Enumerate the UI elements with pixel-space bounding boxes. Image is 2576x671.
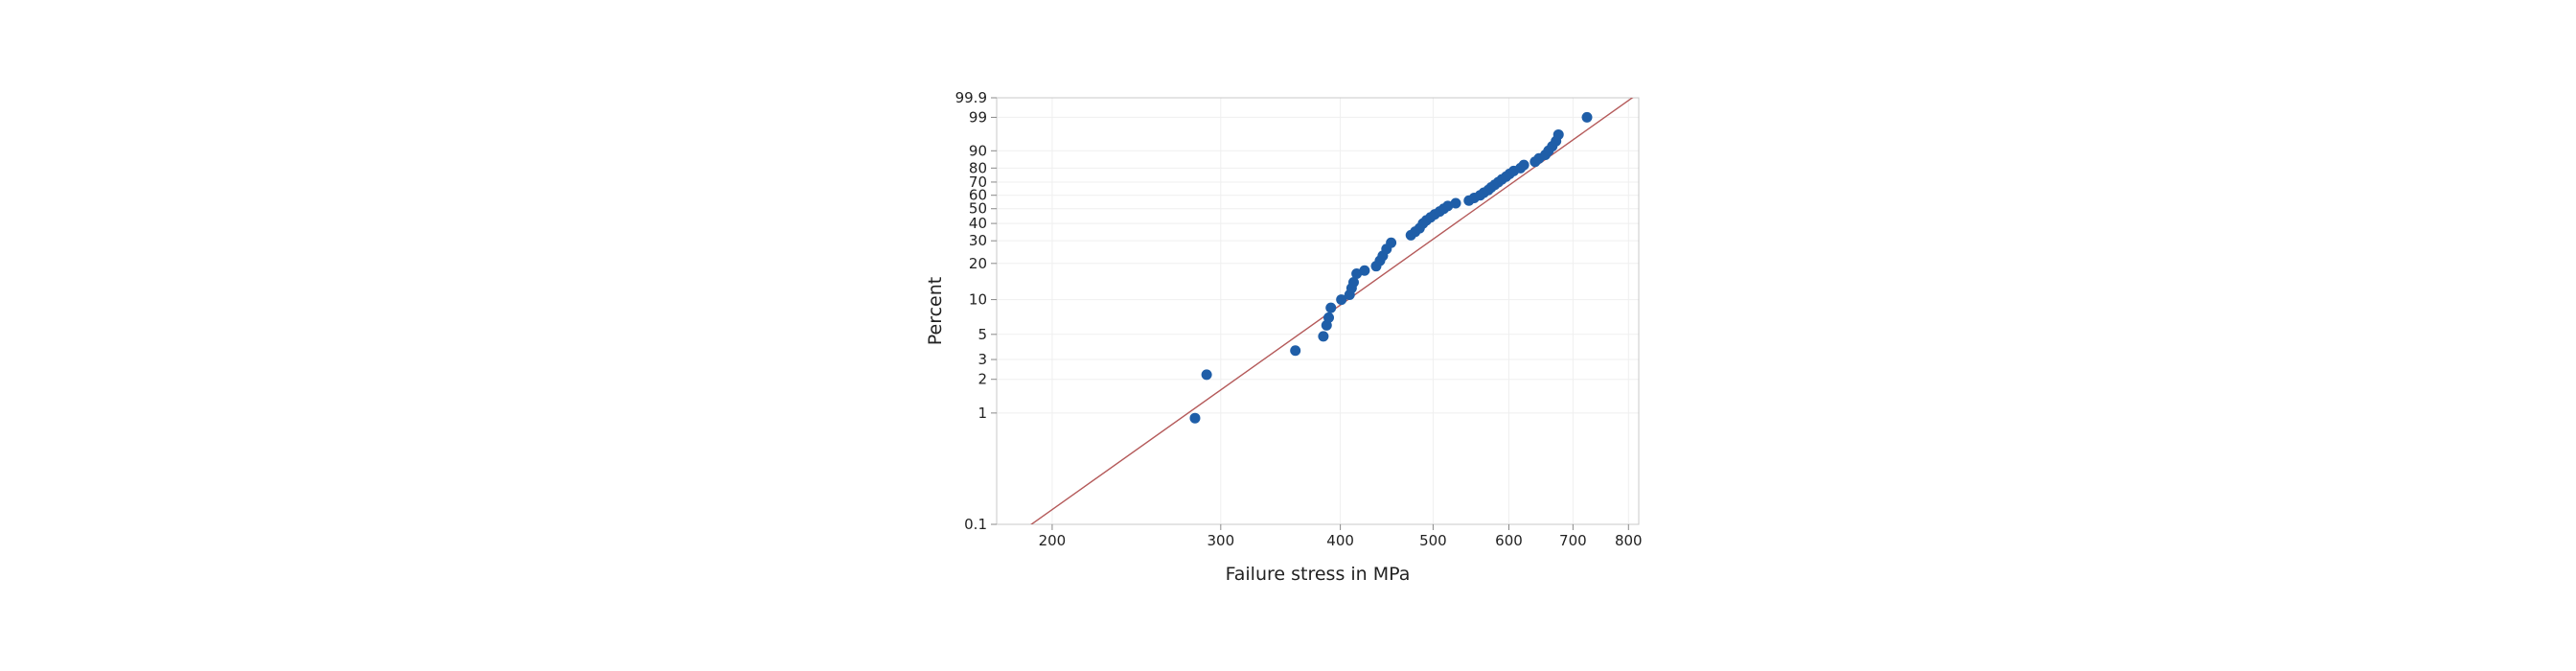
data-points [1189,111,1593,424]
y-tick-label: 70 [969,174,987,191]
x-axis-title: Failure stress in MPa [1226,564,1411,585]
plot-frame [996,97,1640,525]
data-point [1359,265,1370,276]
data-point [1442,200,1454,212]
data-point [1450,197,1461,209]
data-point [1336,294,1347,306]
y-tick-label: 20 [969,255,987,272]
data-point [1325,302,1337,313]
data-point [1518,159,1530,171]
x-tick-label: 500 [1419,532,1447,549]
data-point [1318,331,1329,342]
y-tick-label: 2 [978,371,987,388]
data-point [1290,345,1301,357]
data-point [1189,412,1201,424]
x-tick-label: 800 [1615,532,1643,549]
x-tick-label: 200 [1039,532,1067,549]
x-tick-label: 300 [1207,532,1234,549]
y-tick-label: 90 [969,142,987,159]
y-axis-title: Percent [925,277,946,346]
y-tick-label: 99 [969,108,987,126]
y-tick-label: 30 [969,232,987,249]
x-axis-ticks: 200 300 400 500 600 700 800 [1039,524,1643,549]
data-point [1581,111,1593,123]
x-tick-label: 600 [1495,532,1523,549]
data-point [1351,268,1363,280]
data-point [1323,312,1335,323]
y-tick-label: 40 [969,215,987,232]
y-tick-label: 80 [969,159,987,176]
y-tick-label: 3 [978,351,987,368]
fit-line-group [1030,98,1634,524]
data-point [1552,128,1564,140]
y-tick-label: 5 [978,326,987,343]
y-tick-label: 1 [978,405,987,422]
data-point [1386,237,1397,248]
fit-line [1030,98,1634,524]
y-tick-label: 0.1 [964,516,987,533]
y-tick-label: 99.9 [955,89,987,106]
y-tick-label: 60 [969,187,987,204]
data-point [1347,277,1359,289]
x-tick-label: 700 [1559,532,1587,549]
y-tick-label: 50 [969,200,987,218]
y-tick-label: 10 [969,291,987,309]
x-tick-label: 400 [1326,532,1354,549]
data-point [1201,369,1212,381]
